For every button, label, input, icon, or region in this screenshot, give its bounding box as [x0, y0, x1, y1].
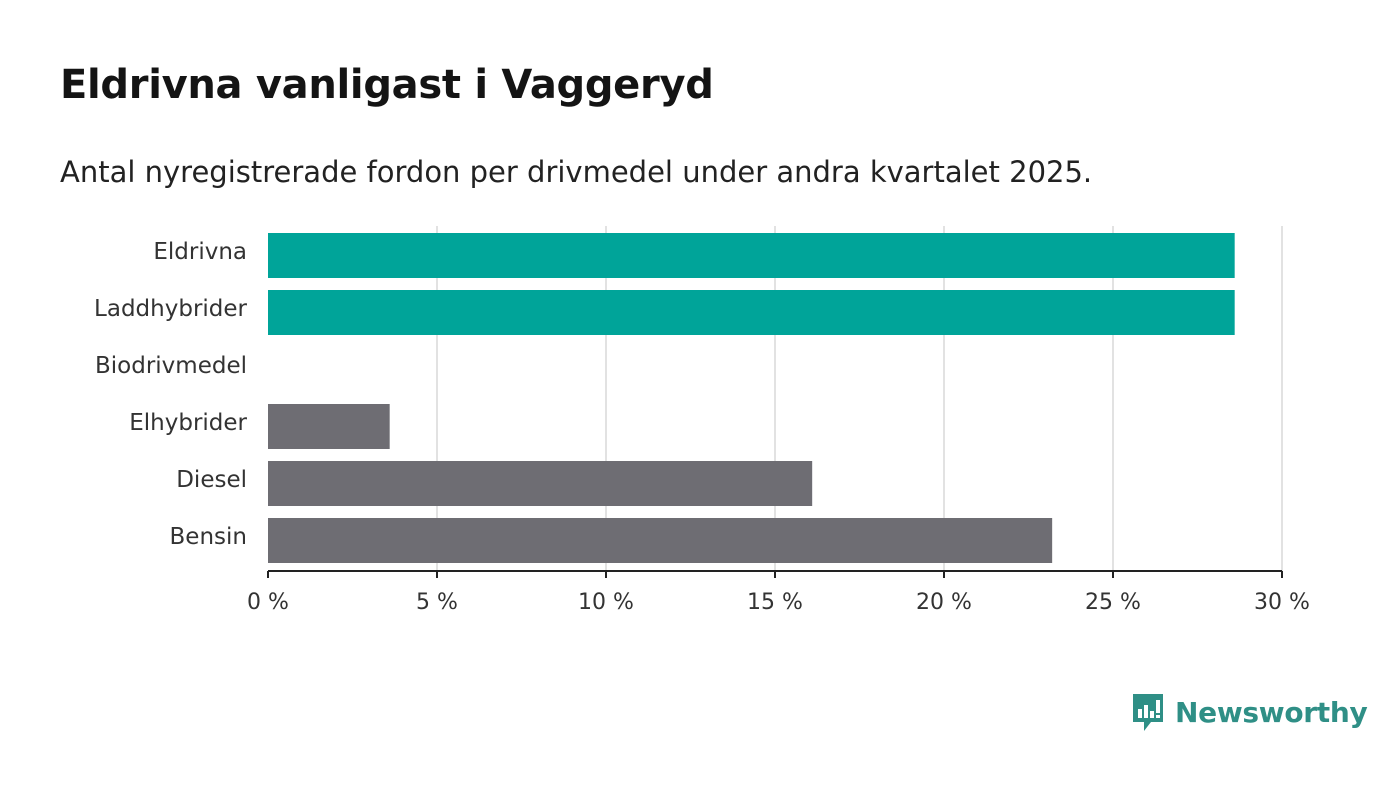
x-tick-label: 25 %	[1085, 590, 1141, 615]
brand: Newsworthy	[1131, 692, 1368, 732]
x-tick-label: 30 %	[1254, 590, 1310, 615]
bar	[268, 461, 813, 506]
x-tick-label: 5 %	[416, 590, 458, 615]
chart-title: Eldrivna vanligast i Vaggeryd	[60, 62, 714, 108]
x-tick-label: 0 %	[247, 590, 289, 615]
category-label: Eldrivna	[153, 239, 247, 265]
x-tick-label: 15 %	[747, 590, 803, 615]
bar	[268, 518, 1053, 563]
chart-subtitle: Antal nyregistrerade fordon per drivmede…	[60, 155, 1093, 189]
x-tick-label: 20 %	[916, 590, 972, 615]
gridlines	[436, 226, 1283, 571]
category-label: Biodrivmedel	[95, 353, 247, 379]
category-label: Elhybrider	[129, 410, 247, 436]
brand-name: Newsworthy	[1175, 695, 1368, 729]
category-label: Diesel	[176, 467, 247, 493]
x-axis: 0 % 5 % 10 % 15 % 20 % 25 % 30 %	[247, 570, 1310, 615]
bars	[268, 233, 1235, 563]
newsworthy-logo-icon	[1133, 694, 1163, 731]
category-label: Bensin	[170, 524, 247, 550]
bar	[268, 233, 1235, 278]
category-label: Laddhybrider	[94, 296, 247, 322]
x-tick-label: 10 %	[578, 590, 634, 615]
bar	[268, 290, 1235, 335]
category-labels: Eldrivna Laddhybrider Biodrivmedel Elhybrid…	[94, 239, 247, 550]
bar	[268, 404, 390, 449]
